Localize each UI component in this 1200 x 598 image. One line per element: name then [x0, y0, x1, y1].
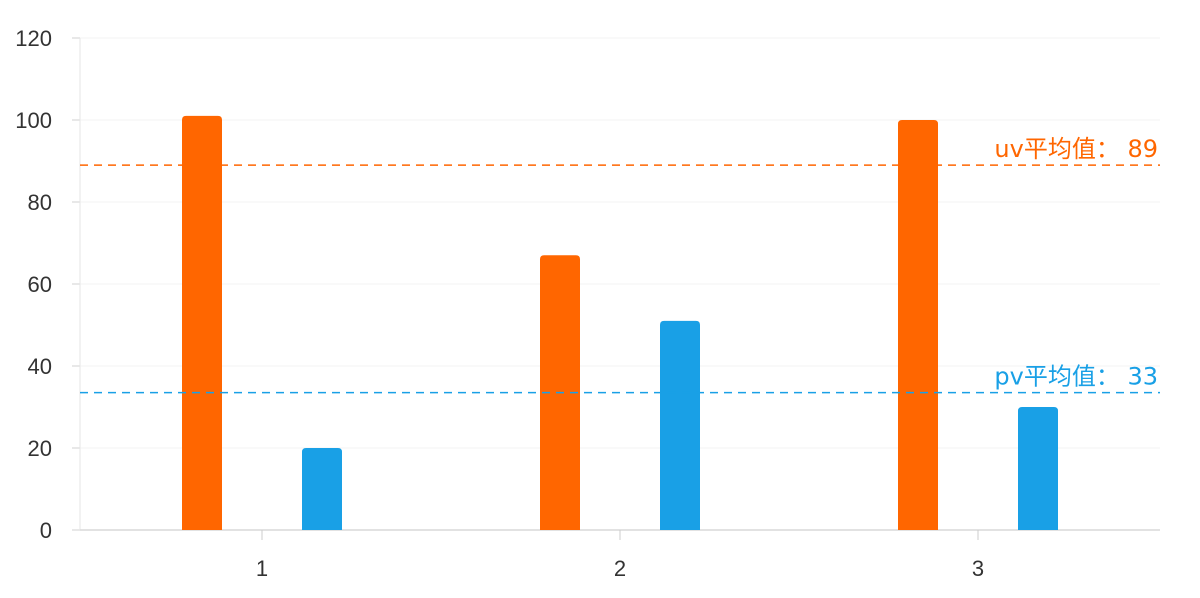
x-tick-label: 1 [256, 556, 268, 581]
bar-series2-cat2 [660, 320, 700, 530]
bar-series1-cat3 [898, 120, 938, 530]
y-tick-label: 120 [15, 26, 52, 51]
bar-series2-cat1 [302, 448, 342, 530]
x-tick-label: 3 [972, 556, 984, 581]
reference-line-layer: uv平均值： 89 pv平均值： 33 [80, 135, 1160, 394]
axis-layer: 0 20 40 60 80 100 120 1 2 3 [15, 26, 1160, 581]
reference-line-label: pv平均值： 33 [994, 363, 1158, 391]
x-tick-label: 2 [614, 556, 626, 581]
y-tick-label: 100 [15, 108, 52, 133]
y-tick-label: 60 [28, 272, 52, 297]
y-tick-label: 20 [28, 436, 52, 461]
y-tick-label: 40 [28, 354, 52, 379]
y-tick-label: 80 [28, 190, 52, 215]
y-tick-label: 0 [40, 518, 52, 543]
reference-line-label: uv平均值： 89 [994, 135, 1158, 163]
bar-series1-cat1 [182, 115, 222, 531]
bar-layer [182, 115, 1058, 531]
bar-series2-cat3 [1018, 407, 1058, 530]
grid-layer [80, 37, 1160, 449]
